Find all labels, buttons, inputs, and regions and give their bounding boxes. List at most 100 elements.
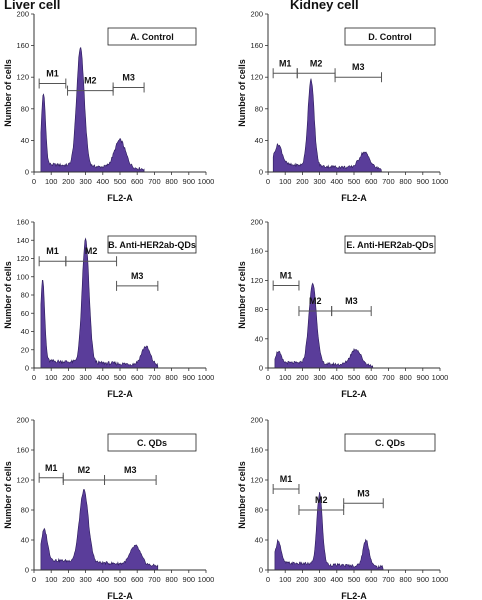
gate-label-m1: M1 [280, 271, 293, 281]
y-axis-label: Number of cells [237, 59, 247, 127]
x-tick-label: 300 [313, 575, 326, 584]
y-tick-label: 120 [250, 476, 263, 485]
y-tick-label: 80 [21, 291, 29, 300]
y-tick-label: 100 [16, 272, 29, 281]
y-tick-label: 200 [250, 10, 263, 19]
x-tick-label: 200 [296, 373, 309, 382]
x-tick-label: 300 [79, 575, 92, 584]
x-axis-label: FL2-A [107, 389, 133, 399]
y-tick-label: 0 [25, 364, 29, 373]
x-tick-label: 200 [62, 373, 75, 382]
gate-label-m2: M2 [85, 246, 98, 256]
gate-label-m3: M3 [131, 271, 144, 281]
chart-panel-B: 0 20 40 60 80 100 120 140 160 0 100 200 300 400 500 600… [3, 218, 214, 400]
x-tick-label: 500 [348, 373, 361, 382]
x-tick-label: 700 [382, 177, 395, 186]
panel-label-box [344, 433, 436, 452]
x-tick-label: 700 [382, 373, 395, 382]
x-tick-label: 100 [279, 177, 292, 186]
x-tick-label: 1000 [198, 373, 215, 382]
gate-label-m2: M2 [310, 58, 323, 68]
x-axis-label: FL2-A [341, 193, 367, 203]
x-tick-label: 0 [32, 373, 36, 382]
x-tick-label: 900 [417, 373, 430, 382]
y-tick-label: 120 [16, 73, 29, 82]
y-tick-label: 80 [255, 104, 263, 113]
y-tick-label: 40 [255, 536, 263, 545]
y-axis-label: Number of cells [237, 461, 247, 529]
panel-label-A: A. Control [130, 32, 174, 42]
gate-m3: M3 [343, 488, 384, 509]
histogram-area-A [40, 46, 145, 173]
histogram-area-E [274, 282, 374, 369]
x-tick-label: 0 [32, 575, 36, 584]
chart-panel-A: 0 40 80 120 160 200 0 100 200 300 400 500 600 700 800 9… [3, 10, 214, 204]
panel-label-F: C. QDs [375, 438, 405, 448]
y-axis-label: Number of cells [3, 261, 13, 329]
x-tick-label: 100 [45, 575, 58, 584]
y-tick-label: 80 [21, 506, 29, 515]
gate-m2: M2 [62, 465, 106, 485]
x-tick-label: 500 [114, 373, 127, 382]
gate-label-m2: M2 [84, 76, 97, 86]
x-tick-label: 300 [313, 373, 326, 382]
x-tick-label: 800 [399, 575, 412, 584]
gate-label-m2: M2 [309, 296, 322, 306]
x-tick-label: 100 [279, 373, 292, 382]
x-tick-label: 900 [417, 177, 430, 186]
y-tick-label: 0 [259, 364, 263, 373]
gate-m3: M3 [116, 271, 159, 291]
gate-label-m3: M3 [352, 62, 365, 72]
column-title-right: Kidney cell [290, 0, 359, 12]
x-tick-label: 600 [365, 373, 378, 382]
x-tick-label: 800 [165, 575, 178, 584]
y-tick-label: 160 [250, 41, 263, 50]
x-tick-label: 1000 [198, 177, 215, 186]
y-tick-label: 160 [16, 446, 29, 455]
panel-label-D: D. Control [368, 32, 412, 42]
panel-label-C: C. QDs [137, 438, 167, 448]
x-tick-label: 900 [417, 575, 430, 584]
x-axis-label: FL2-A [341, 389, 367, 399]
y-tick-label: 200 [250, 416, 263, 425]
x-tick-label: 200 [296, 575, 309, 584]
gate-label-m2: M2 [315, 495, 328, 505]
x-tick-label: 300 [79, 373, 92, 382]
gate-m3: M3 [104, 465, 157, 485]
x-tick-label: 1000 [432, 575, 449, 584]
x-tick-label: 800 [165, 373, 178, 382]
gate-m3: M3 [331, 296, 372, 317]
gate-label-m1: M1 [280, 474, 293, 484]
x-tick-label: 200 [62, 177, 75, 186]
x-tick-label: 100 [45, 373, 58, 382]
gate-m2: M2 [296, 58, 336, 79]
y-tick-label: 0 [259, 168, 263, 177]
x-tick-label: 200 [62, 575, 75, 584]
gate-label-m1: M1 [279, 58, 292, 68]
x-tick-label: 600 [365, 177, 378, 186]
panel-label-box [107, 433, 197, 452]
gate-m1: M1 [272, 58, 298, 79]
y-tick-label: 40 [255, 334, 263, 343]
x-tick-label: 800 [399, 177, 412, 186]
chart-panel-D: 0 40 80 120 160 200 0 100 200 300 400 500 600 700 800 9… [237, 10, 448, 204]
y-tick-label: 60 [21, 309, 29, 318]
y-tick-label: 160 [250, 247, 263, 256]
y-tick-label: 200 [16, 416, 29, 425]
x-tick-label: 300 [313, 177, 326, 186]
x-tick-label: 800 [399, 373, 412, 382]
x-tick-label: 0 [266, 575, 270, 584]
x-tick-label: 1000 [432, 177, 449, 186]
y-tick-label: 0 [25, 168, 29, 177]
x-tick-label: 600 [131, 177, 144, 186]
gate-m1: M1 [272, 474, 300, 494]
gate-m1: M1 [38, 69, 67, 89]
x-tick-label: 900 [183, 575, 196, 584]
chart-panel-E: 0 40 80 120 160 200 0 100 200 300 400 500 600 700 800 9… [237, 218, 448, 400]
y-tick-label: 160 [16, 41, 29, 50]
gate-m1: M1 [272, 271, 300, 291]
gate-label-m1: M1 [45, 463, 58, 473]
x-tick-label: 700 [148, 575, 161, 584]
x-tick-label: 400 [97, 373, 110, 382]
y-tick-label: 200 [16, 10, 29, 19]
